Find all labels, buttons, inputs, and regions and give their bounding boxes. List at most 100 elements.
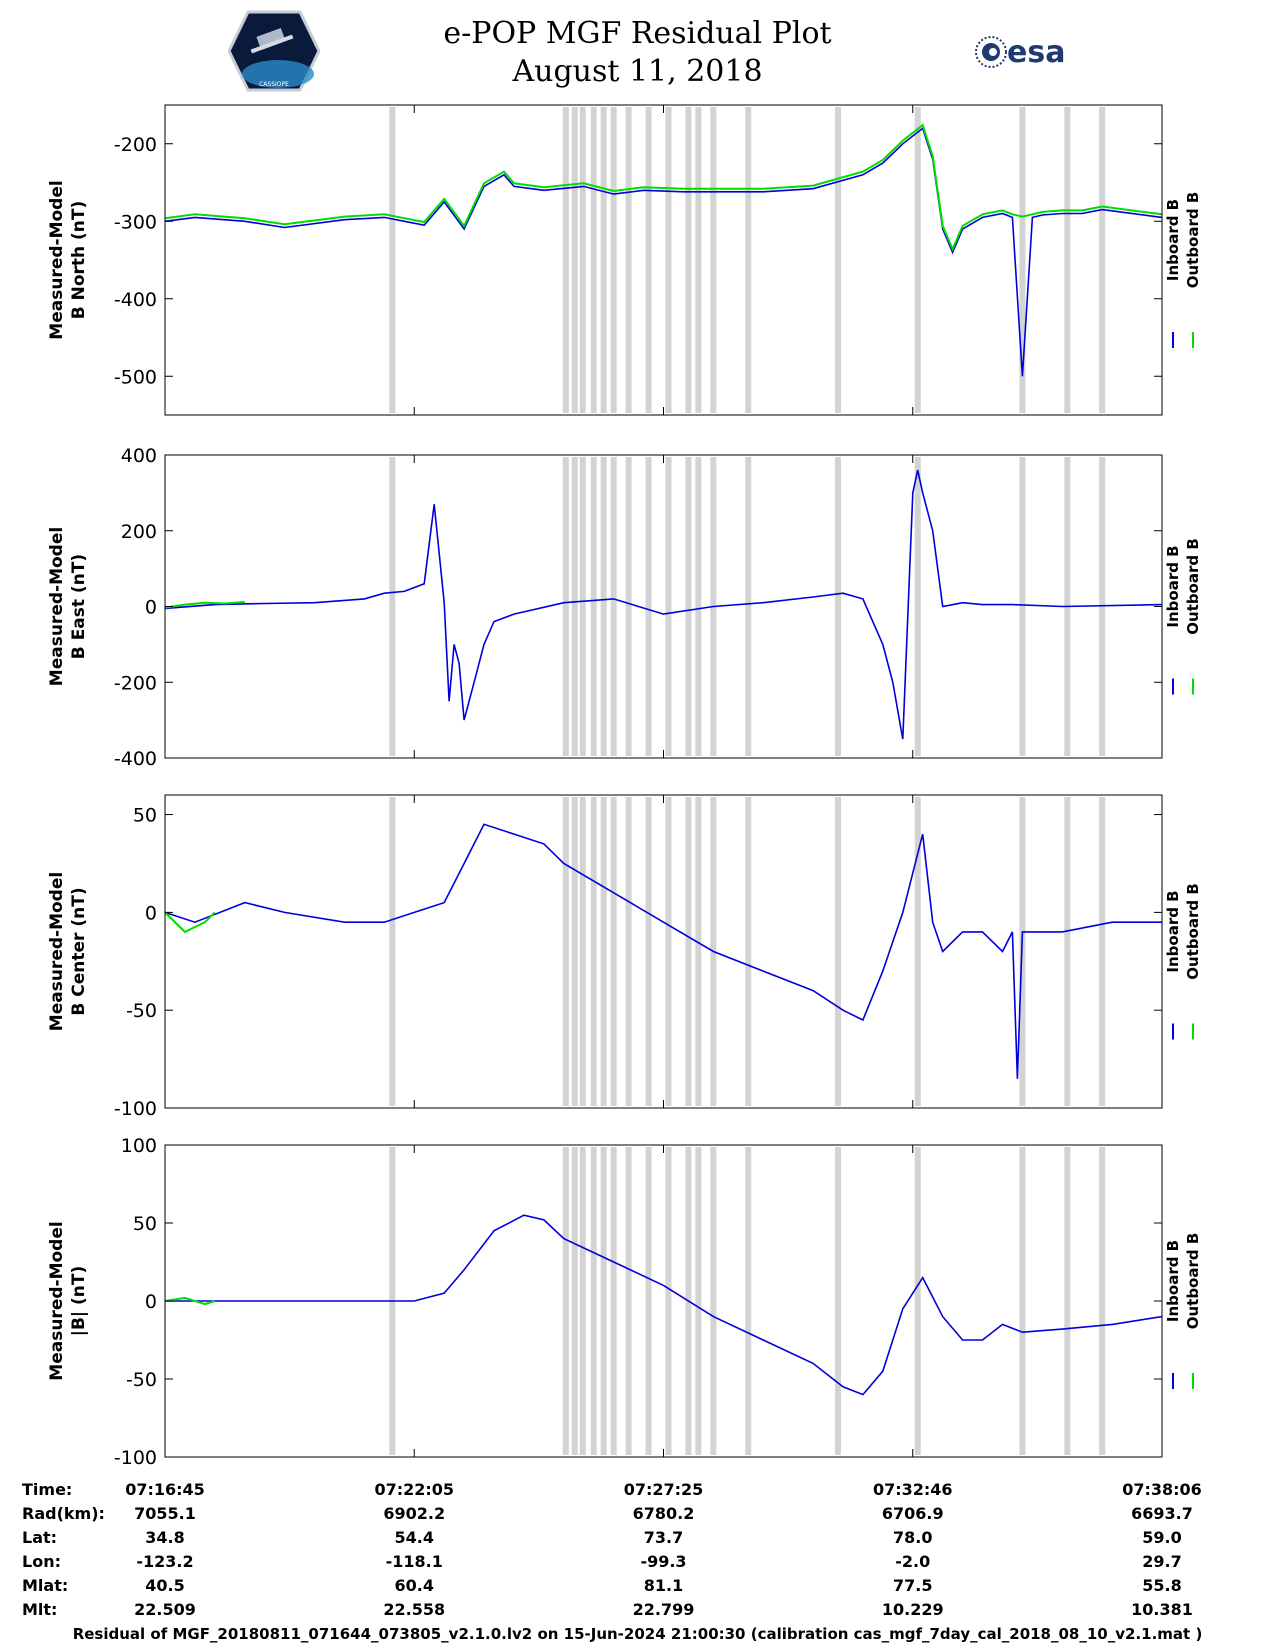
table-cell: 07:16:45 (125, 1480, 205, 1499)
y-axis-label: B Center (nT) (69, 887, 89, 1015)
y-tick-label: -200 (114, 672, 157, 694)
data-gap-bar (389, 457, 396, 756)
table-row-label: Mlat: (22, 1576, 69, 1595)
plot-frame (164, 104, 1163, 416)
y-tick-label: -400 (114, 748, 157, 770)
table-cell: 78.0 (893, 1528, 933, 1547)
data-gap-bar (695, 797, 702, 1106)
svg-text:CASSIOPE: CASSIOPE (259, 81, 289, 88)
table-cell: 40.5 (145, 1576, 185, 1595)
series-line-outboard-b (164, 1296, 216, 1306)
y-tick-label: -100 (114, 1098, 157, 1120)
data-gap-bar (1019, 1147, 1026, 1455)
data-gap-bar (600, 107, 607, 413)
table-cell: 10.381 (1131, 1600, 1193, 1619)
data-gap-bar (610, 797, 617, 1106)
panel-4: 100 50 0 -50 -100 Measured-Model |B| (nT) Inboa… (47, 1135, 1202, 1469)
table-cell: -123.2 (136, 1552, 194, 1571)
y-tick-label: 50 (133, 805, 157, 827)
y-axis-label: B East (nT) (69, 554, 89, 659)
y-axis-label: Measured-Model (47, 527, 67, 686)
y-axis-label: Measured-Model (47, 872, 67, 1031)
data-gap-bar (834, 457, 841, 756)
table-row-label: Mlt: (22, 1600, 58, 1619)
data-gap-bar (610, 1147, 617, 1455)
data-gap-bar (745, 107, 752, 413)
y-tick-label: -50 (126, 1369, 157, 1391)
data-gap-bar (590, 107, 597, 413)
svg-text:esa: esa (1007, 35, 1065, 70)
esa-logo-icon: esa (975, 35, 1065, 70)
data-gap-bar (571, 1147, 578, 1455)
table-cell: 22.799 (632, 1600, 695, 1619)
table-cell: 59.0 (1142, 1528, 1182, 1547)
data-gap-bar (645, 107, 652, 413)
data-gap-bar (625, 107, 632, 413)
data-gap-bar (1064, 107, 1071, 413)
table-cell: 22.558 (383, 1600, 446, 1619)
data-gap-bar (562, 797, 569, 1106)
table-cell: 10.229 (881, 1600, 944, 1619)
legend-label: Inboard B (1164, 545, 1182, 627)
data-gap-bar (579, 457, 586, 756)
table-cell: 55.8 (1142, 1576, 1182, 1595)
data-gap-bar (389, 107, 396, 413)
data-gap-bar (579, 107, 586, 413)
data-gap-bar (590, 797, 597, 1106)
legend-label: Outboard B (1184, 192, 1202, 289)
y-tick-label: 200 (121, 521, 157, 543)
legend-label: Outboard B (1184, 1233, 1202, 1330)
data-gap-bar (1064, 797, 1071, 1106)
data-gap-bar (610, 107, 617, 413)
y-tick-label: 0 (145, 597, 157, 619)
y-tick-label: 400 (121, 445, 157, 467)
data-gap-bar (1019, 107, 1026, 413)
y-tick-label: 100 (121, 1135, 157, 1157)
table-cell: 6693.7 (1131, 1504, 1193, 1523)
series-line-inboard-b (164, 126, 1163, 377)
y-axis-label: |B| (nT) (69, 1266, 89, 1337)
data-gap-bar (665, 107, 672, 413)
data-gap-bar (571, 797, 578, 1106)
data-gap-bar (562, 1147, 569, 1455)
table-cell: 07:38:06 (1122, 1480, 1202, 1499)
y-tick-label: 0 (145, 1291, 157, 1313)
data-gap-bar (710, 107, 717, 413)
table-cell: 07:32:46 (872, 1480, 953, 1499)
data-gap-bar (745, 457, 752, 756)
y-tick-label: -50 (126, 1000, 157, 1022)
table-cell: 29.7 (1142, 1552, 1182, 1571)
data-gap-bar (562, 107, 569, 413)
table-cell: 07:22:05 (374, 1480, 455, 1499)
data-gap-bar (914, 107, 921, 413)
data-gap-bar (685, 797, 692, 1106)
legend-label: Inboard B (1164, 199, 1182, 281)
table-cell: 73.7 (643, 1528, 684, 1547)
panel-1: -200 -300 -400 -500 Measured-Model B North (n… (47, 104, 1202, 416)
plot-frame (164, 454, 1163, 759)
data-gap-bar (914, 797, 921, 1106)
y-axis-label: Measured-Model (47, 180, 67, 339)
series-line-inboard-b (164, 470, 1163, 740)
data-gap-bar (745, 797, 752, 1106)
data-gap-bar (1064, 1147, 1071, 1455)
data-gap-bar (695, 457, 702, 756)
table-cell: 54.4 (394, 1528, 434, 1547)
data-gap-bar (625, 1147, 632, 1455)
data-gap-bar (389, 797, 396, 1106)
y-tick-label: -500 (114, 366, 157, 388)
data-gap-bar (579, 797, 586, 1106)
table-cell: 6902.2 (383, 1504, 446, 1523)
data-gap-bar (600, 1147, 607, 1455)
data-gap-bar (625, 797, 632, 1106)
legend-label: Outboard B (1184, 538, 1202, 635)
chart-title-line2: August 11, 2018 (512, 54, 763, 89)
cassiope-logo-icon: CASSIOPE (228, 10, 320, 92)
table-row-label: Rad(km): (22, 1504, 105, 1523)
data-gap-bar (1099, 797, 1106, 1106)
footer-caption: Residual of MGF_20180811_071644_073805_v… (72, 1625, 1203, 1643)
y-tick-label: -300 (114, 211, 157, 233)
data-gap-bar (1099, 107, 1106, 413)
data-gap-bar (834, 1147, 841, 1455)
